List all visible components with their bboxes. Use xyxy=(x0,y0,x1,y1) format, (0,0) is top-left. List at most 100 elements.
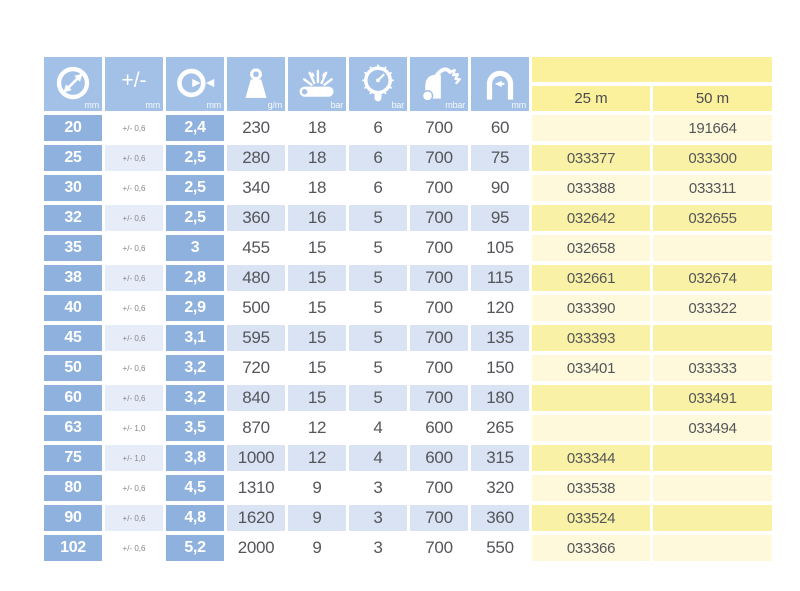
cell-wall-thickness: 5,2 xyxy=(166,535,224,561)
cell-working-pressure: 5 xyxy=(349,355,407,381)
cell-bend-radius: 115 xyxy=(471,265,529,291)
cell-article-25m: 033344 xyxy=(532,445,650,471)
unit-label: mbar xyxy=(445,100,465,110)
cell-weight: 2000 xyxy=(227,535,285,561)
cell-inner-diameter: 40 xyxy=(44,295,102,321)
cell-bend-radius: 550 xyxy=(471,535,529,561)
cell-article-50m xyxy=(653,445,772,471)
cell-working-pressure: 3 xyxy=(349,505,407,531)
cell-article-50m: 033333 xyxy=(653,355,772,381)
cell-article-25m: 033524 xyxy=(532,505,650,531)
cell-burst-pressure: 12 xyxy=(288,415,346,441)
cell-article-50m xyxy=(653,505,772,531)
cell-vacuum: 700 xyxy=(410,265,468,291)
cell-article-25m: 033390 xyxy=(532,295,650,321)
cell-inner-diameter: 25 xyxy=(44,145,102,171)
cell-article-50m: 032655 xyxy=(653,205,772,231)
cell-article-50m: 033494 xyxy=(653,415,772,441)
cell-weight: 280 xyxy=(227,145,285,171)
col-header-vacuum: mbar xyxy=(410,57,468,111)
cell-bend-radius: 60 xyxy=(471,115,529,141)
cell-bend-radius: 75 xyxy=(471,145,529,171)
cell-bend-radius: 135 xyxy=(471,325,529,351)
cell-burst-pressure: 15 xyxy=(288,265,346,291)
cell-vacuum: 700 xyxy=(410,205,468,231)
cell-vacuum: 700 xyxy=(410,475,468,501)
cell-inner-diameter: 90 xyxy=(44,505,102,531)
cell-article-25m: 033366 xyxy=(532,535,650,561)
cell-article-25m xyxy=(532,115,650,141)
cell-inner-diameter: 60 xyxy=(44,385,102,411)
cell-working-pressure: 6 xyxy=(349,145,407,171)
cell-inner-diameter: 102 xyxy=(44,535,102,561)
cell-vacuum: 700 xyxy=(410,295,468,321)
cell-weight: 230 xyxy=(227,115,285,141)
vacuum-icon xyxy=(421,67,461,102)
cell-burst-pressure: 18 xyxy=(288,175,346,201)
cell-vacuum: 700 xyxy=(410,175,468,201)
cell-wall-thickness: 2,5 xyxy=(166,145,224,171)
burst-pressure-icon xyxy=(299,69,334,97)
cell-tolerance: +/- 0,6 xyxy=(105,475,163,501)
cell-working-pressure: 5 xyxy=(349,265,407,291)
unit-label: mm xyxy=(511,100,526,110)
cell-vacuum: 700 xyxy=(410,145,468,171)
col-header-burst-pressure: bar xyxy=(288,57,346,111)
cell-working-pressure: 3 xyxy=(349,535,407,561)
cell-bend-radius: 320 xyxy=(471,475,529,501)
hose-spec-table: mm +/- mm mm g/m xyxy=(44,57,772,561)
cell-wall-thickness: 2,9 xyxy=(166,295,224,321)
cell-tolerance: +/- 0,6 xyxy=(105,355,163,381)
unit-label: bar xyxy=(391,100,405,110)
cell-article-25m: 032642 xyxy=(532,205,650,231)
cell-vacuum: 600 xyxy=(410,445,468,471)
cell-weight: 595 xyxy=(227,325,285,351)
unit-label: mm xyxy=(145,100,160,110)
unit-label: mm xyxy=(206,100,221,110)
cell-burst-pressure: 9 xyxy=(288,475,346,501)
col-header-inner-diameter: mm xyxy=(44,57,102,111)
cell-working-pressure: 6 xyxy=(349,115,407,141)
cell-working-pressure: 4 xyxy=(349,445,407,471)
cell-working-pressure: 6 xyxy=(349,175,407,201)
cell-article-25m: 032658 xyxy=(532,235,650,261)
cell-tolerance: +/- 0,6 xyxy=(105,145,163,171)
cell-tolerance: +/- 0,6 xyxy=(105,265,163,291)
cell-working-pressure: 5 xyxy=(349,205,407,231)
cell-inner-diameter: 75 xyxy=(44,445,102,471)
cell-bend-radius: 265 xyxy=(471,415,529,441)
cell-article-25m: 033401 xyxy=(532,355,650,381)
cell-tolerance: +/- 1,0 xyxy=(105,415,163,441)
inner-diameter-icon xyxy=(56,66,90,100)
cell-wall-thickness: 3,1 xyxy=(166,325,224,351)
col-header-wall-thickness: mm xyxy=(166,57,224,111)
cell-working-pressure: 3 xyxy=(349,475,407,501)
cell-tolerance: +/- 0,6 xyxy=(105,325,163,351)
cell-weight: 720 xyxy=(227,355,285,381)
cell-burst-pressure: 9 xyxy=(288,505,346,531)
cell-tolerance: +/- 0,6 xyxy=(105,385,163,411)
cell-article-25m: 033377 xyxy=(532,145,650,171)
cell-article-50m: 033491 xyxy=(653,385,772,411)
cell-weight: 455 xyxy=(227,235,285,261)
col-header-tolerance: +/- mm xyxy=(105,57,163,111)
cell-burst-pressure: 12 xyxy=(288,445,346,471)
cell-bend-radius: 90 xyxy=(471,175,529,201)
cell-tolerance: +/- 0,6 xyxy=(105,205,163,231)
cell-article-50m xyxy=(653,325,772,351)
cell-wall-thickness: 2,5 xyxy=(166,175,224,201)
cell-wall-thickness: 2,5 xyxy=(166,205,224,231)
cell-tolerance: +/- 0,6 xyxy=(105,505,163,531)
cell-weight: 340 xyxy=(227,175,285,201)
cell-weight: 1000 xyxy=(227,445,285,471)
cell-vacuum: 700 xyxy=(410,235,468,261)
col-header-bend-radius: mm xyxy=(471,57,529,111)
cell-working-pressure: 4 xyxy=(349,415,407,441)
cell-bend-radius: 120 xyxy=(471,295,529,321)
cell-wall-thickness: 3 xyxy=(166,235,224,261)
cell-wall-thickness: 3,2 xyxy=(166,355,224,381)
col-header-25m: 25 m xyxy=(532,86,650,111)
cell-inner-diameter: 20 xyxy=(44,115,102,141)
cell-weight: 360 xyxy=(227,205,285,231)
